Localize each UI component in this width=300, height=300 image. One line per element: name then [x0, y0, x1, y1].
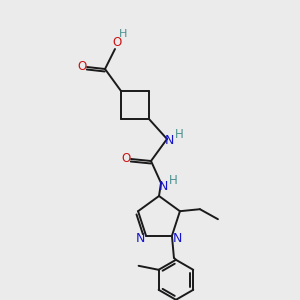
Text: O: O — [77, 61, 87, 74]
Text: H: H — [169, 173, 177, 187]
Text: N: N — [173, 232, 183, 245]
Text: N: N — [135, 232, 145, 245]
Text: H: H — [119, 29, 127, 39]
Text: O: O — [122, 152, 130, 166]
Text: H: H — [175, 128, 183, 142]
Text: O: O — [112, 35, 122, 49]
Text: N: N — [164, 134, 174, 148]
Text: N: N — [158, 179, 168, 193]
